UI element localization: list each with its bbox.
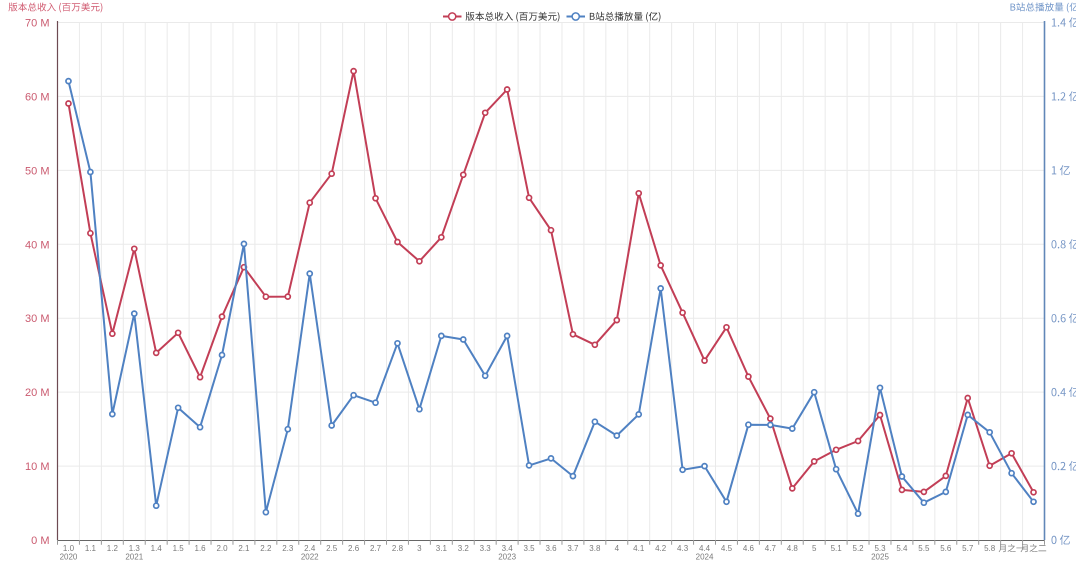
svg-text:5.5: 5.5 (918, 544, 930, 553)
svg-text:4.5: 4.5 (721, 544, 733, 553)
svg-text:3.3: 3.3 (480, 544, 492, 553)
svg-text:2025: 2025 (871, 552, 889, 561)
svg-text:2024: 2024 (696, 552, 714, 561)
svg-text:3: 3 (417, 544, 422, 553)
svg-text:1.0: 1.0 (63, 544, 75, 553)
svg-text:5.4: 5.4 (896, 544, 908, 553)
svg-text:5.7: 5.7 (962, 544, 974, 553)
svg-text:2.3: 2.3 (282, 544, 294, 553)
svg-text:2.2: 2.2 (260, 544, 272, 553)
svg-text:3.4: 3.4 (502, 544, 514, 553)
svg-text:2.4: 2.4 (304, 544, 316, 553)
svg-text:5.6: 5.6 (940, 544, 952, 553)
svg-text:5: 5 (812, 544, 817, 553)
svg-text:70 M: 70 M (25, 18, 49, 30)
svg-text:1.5: 1.5 (173, 544, 185, 553)
svg-text:1.1: 1.1 (85, 544, 97, 553)
svg-text:1.2: 1.2 (107, 544, 119, 553)
svg-text:4.3: 4.3 (677, 544, 689, 553)
svg-text:5.8: 5.8 (984, 544, 996, 553)
svg-text:4.7: 4.7 (765, 544, 777, 553)
svg-text:4: 4 (615, 544, 620, 553)
svg-text:20 M: 20 M (25, 387, 49, 399)
svg-text:1.6: 1.6 (195, 544, 207, 553)
svg-text:2021: 2021 (125, 552, 143, 561)
svg-text:2.5: 2.5 (326, 544, 338, 553)
svg-text:2.8: 2.8 (392, 544, 404, 553)
svg-text:4.6: 4.6 (743, 544, 755, 553)
svg-text:2.7: 2.7 (370, 544, 382, 553)
svg-text:10 M: 10 M (25, 461, 49, 473)
svg-text:2.1: 2.1 (238, 544, 250, 553)
svg-text:1.4: 1.4 (151, 544, 163, 553)
svg-text:4.1: 4.1 (633, 544, 645, 553)
svg-text:3.7: 3.7 (567, 544, 579, 553)
svg-text:3.2: 3.2 (458, 544, 470, 553)
svg-text:2.6: 2.6 (348, 544, 360, 553)
svg-text:1.3: 1.3 (129, 544, 141, 553)
svg-text:3.6: 3.6 (545, 544, 557, 553)
svg-text:2020: 2020 (60, 552, 78, 561)
svg-text:50 M: 50 M (25, 165, 49, 177)
svg-text:30 M: 30 M (25, 313, 49, 325)
svg-text:40 M: 40 M (25, 239, 49, 251)
svg-text:2023: 2023 (498, 552, 516, 561)
svg-text:3.8: 3.8 (589, 544, 601, 553)
svg-text:2.0: 2.0 (216, 544, 228, 553)
svg-text:4.8: 4.8 (787, 544, 799, 553)
svg-text:4.4: 4.4 (699, 544, 711, 553)
svg-text:2022: 2022 (301, 552, 319, 561)
svg-text:4.2: 4.2 (655, 544, 667, 553)
svg-text:5.1: 5.1 (831, 544, 843, 553)
svg-text:3.1: 3.1 (436, 544, 448, 553)
svg-text:3.5: 3.5 (524, 544, 536, 553)
svg-text:5.3: 5.3 (874, 544, 886, 553)
svg-text:60 M: 60 M (25, 91, 49, 103)
svg-text:0 M: 0 M (31, 535, 49, 547)
svg-text:5.2: 5.2 (853, 544, 865, 553)
